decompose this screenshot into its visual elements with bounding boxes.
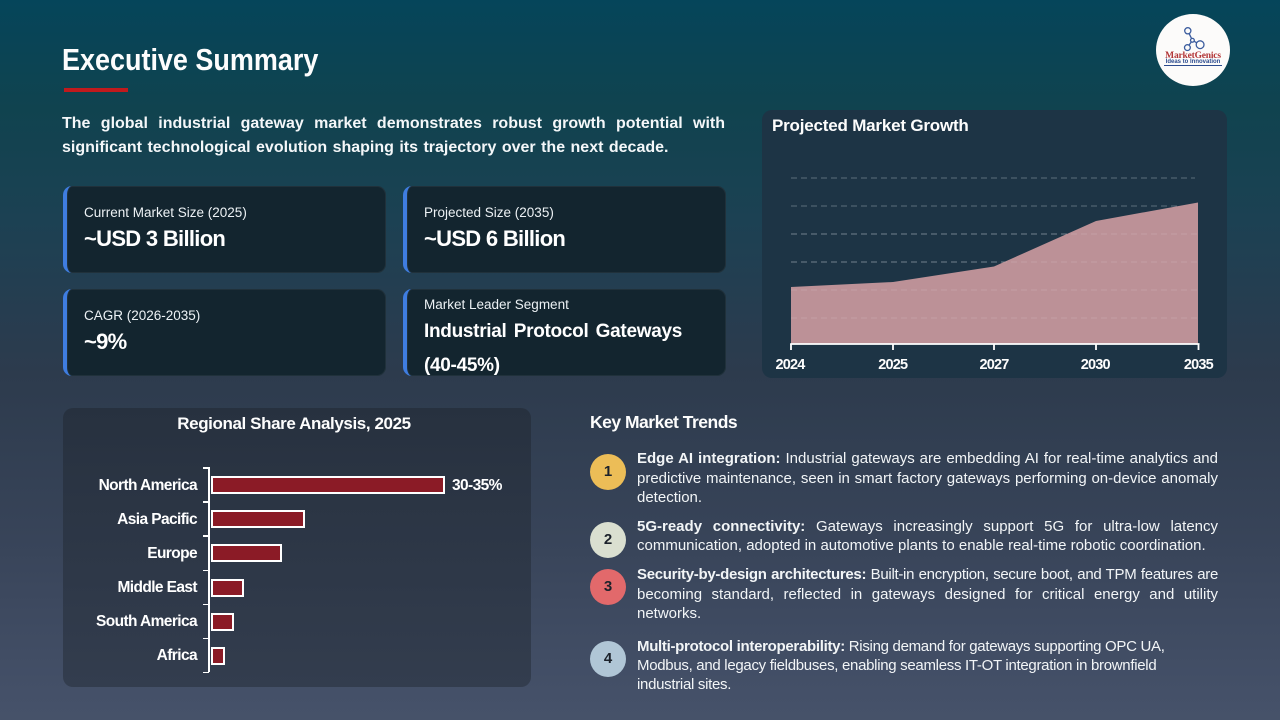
svg-text:2025: 2025 (878, 357, 908, 373)
svg-text:2030: 2030 (1081, 357, 1111, 373)
svg-text:2024: 2024 (775, 357, 805, 373)
svg-text:2035: 2035 (1184, 357, 1214, 373)
svg-text:2027: 2027 (979, 357, 1009, 373)
